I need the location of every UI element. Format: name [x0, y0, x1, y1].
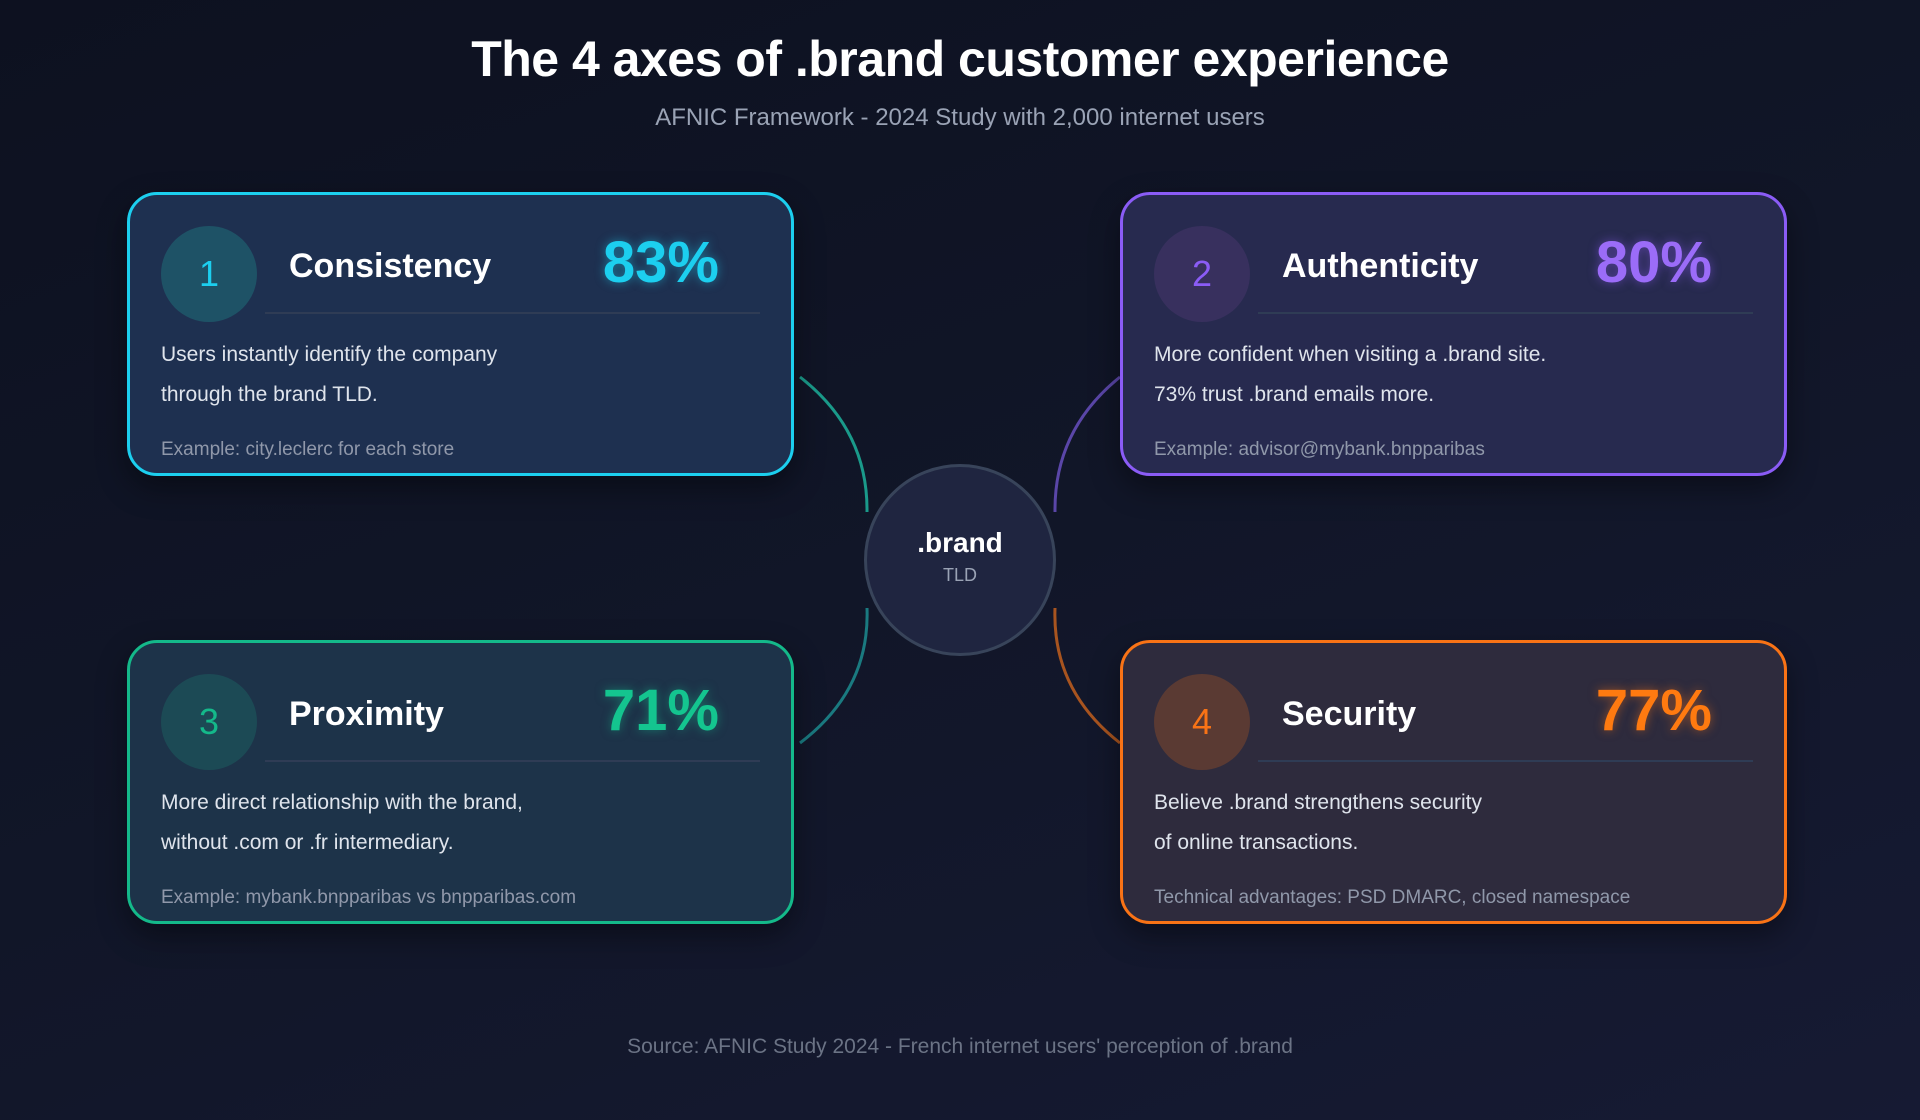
source-note: Source: AFNIC Study 2024 - French intern…: [627, 1035, 1293, 1058]
axis-percent: 71%: [602, 678, 719, 743]
hub-label: .brand: [917, 527, 1003, 558]
desc-line: More direct relationship with the brand,: [161, 791, 523, 814]
connector-security: [1053, 607, 1121, 745]
desc-line: without .com or .fr intermediary.: [161, 831, 454, 854]
axis-description: More confident when visiting a .brand si…: [1154, 335, 1546, 415]
desc-line: 73% trust .brand emails more.: [1154, 383, 1435, 406]
axis-percent: 80%: [1595, 230, 1712, 295]
axis-description: Users instantly identify the company thro…: [161, 335, 497, 415]
axis-number-badge: 1: [161, 226, 257, 322]
axis-percent: 83%: [602, 230, 719, 295]
axis-card-authenticity: 2 Authenticity 80% More confident when v…: [1120, 192, 1787, 476]
desc-line: Users instantly identify the company: [161, 343, 498, 366]
page-subtitle: AFNIC Framework - 2024 Study with 2,000 …: [655, 104, 1265, 131]
axis-number-badge: 3: [161, 674, 257, 770]
divider: [265, 312, 760, 314]
axis-example: Example: city.leclerc for each store: [161, 439, 455, 460]
desc-line: More confident when visiting a .brand si…: [1154, 343, 1547, 366]
axis-example: Example: mybank.bnpparibas vs bnpparibas…: [161, 887, 577, 908]
axis-description: Believe .brand strengthens security of on…: [1154, 783, 1482, 863]
connector-proximity: [799, 607, 869, 745]
divider: [1258, 312, 1753, 314]
desc-line: Believe .brand strengthens security: [1154, 791, 1483, 814]
desc-line: of online transactions.: [1154, 831, 1359, 854]
axis-example: Technical advantages: PSD DMARC, closed …: [1154, 887, 1631, 908]
connector-consistency: [799, 375, 869, 513]
axis-description: More direct relationship with the brand,…: [161, 783, 523, 863]
desc-line: through the brand TLD.: [161, 383, 378, 406]
axis-name: Authenticity: [1282, 247, 1479, 285]
axis-example: Example: advisor@mybank.bnpparibas: [1154, 439, 1485, 460]
axis-number-badge: 2: [1154, 226, 1250, 322]
page-title: The 4 axes of .brand customer experience: [471, 31, 1449, 87]
axis-number-badge: 4: [1154, 674, 1250, 770]
axis-name: Security: [1282, 695, 1417, 733]
axis-name: Consistency: [289, 247, 492, 285]
hub-sublabel: TLD: [942, 565, 977, 585]
axis-card-security: 4 Security 77% Believe .brand strengthen…: [1120, 640, 1787, 924]
axis-card-consistency: 1 Consistency 83% Users instantly identi…: [127, 192, 794, 476]
brand-hub: .brand TLD: [864, 464, 1056, 656]
divider: [1258, 760, 1753, 762]
axis-percent: 77%: [1595, 678, 1712, 743]
axis-card-proximity: 3 Proximity 71% More direct relationship…: [127, 640, 794, 924]
divider: [265, 760, 760, 762]
axis-name: Proximity: [289, 695, 444, 733]
connector-authenticity: [1053, 375, 1121, 513]
